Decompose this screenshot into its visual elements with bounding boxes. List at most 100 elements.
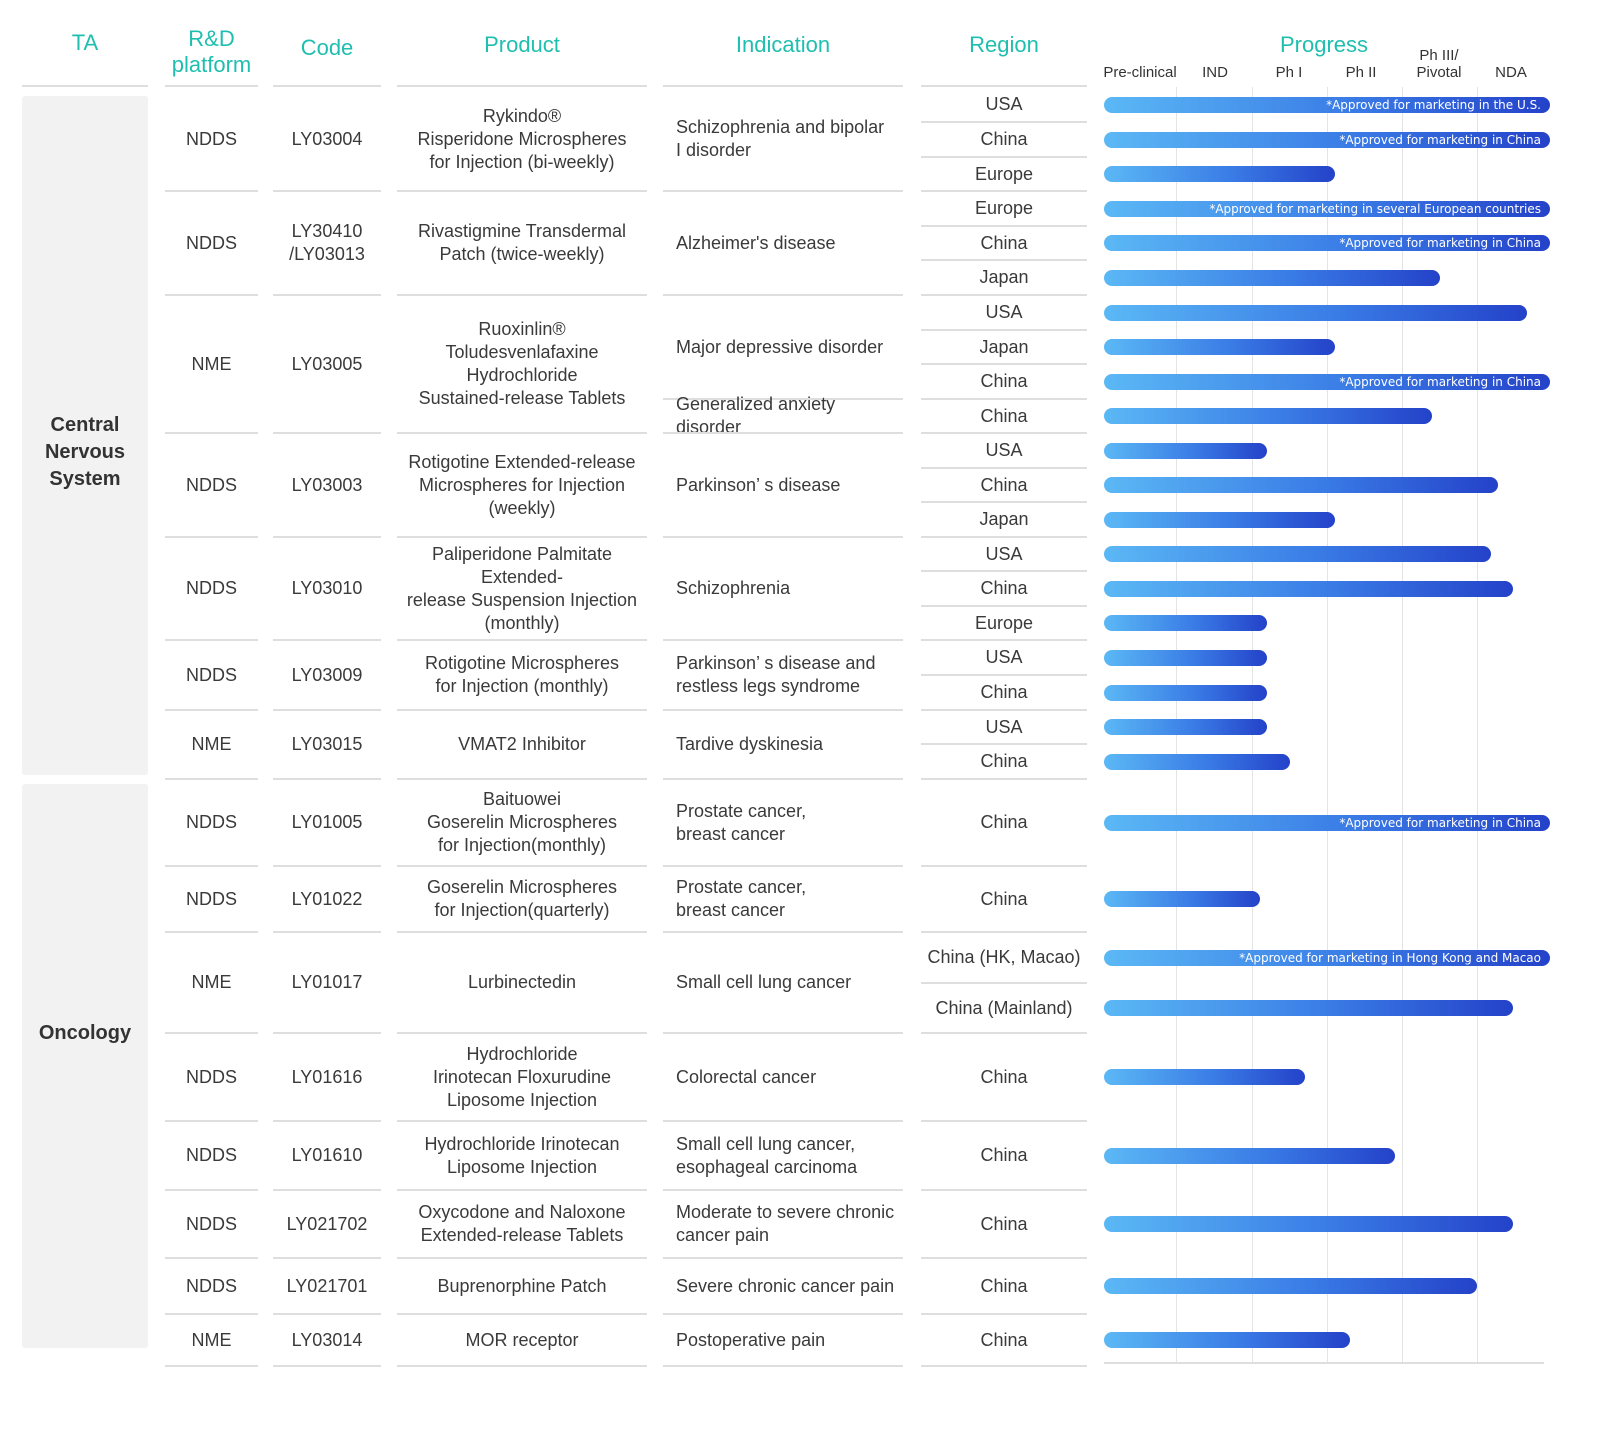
code-cell-text: LY03005: [291, 353, 363, 374]
row-divider: [921, 1257, 1087, 1259]
ta-block-oncology: [22, 784, 148, 1348]
row-divider: [273, 190, 381, 192]
code-cell-text: LY021701: [286, 1275, 368, 1296]
header-rule-product: [397, 85, 647, 87]
code-cell-text: LY03014: [291, 1329, 363, 1350]
row-divider: [165, 931, 258, 933]
row-divider: [921, 1313, 1087, 1315]
row-divider: [663, 1257, 903, 1259]
row-divider: [663, 536, 903, 538]
platform-cell-text: NME: [191, 1329, 232, 1350]
platform-cell: NDDS: [165, 1033, 258, 1121]
header-rule-indication: [663, 85, 903, 87]
indication-cell-text: Parkinson’ s disease and restless legs s…: [676, 653, 876, 696]
region-cell: China: [921, 399, 1087, 433]
row-divider: [397, 294, 647, 296]
row-divider: [921, 1032, 1087, 1034]
platform-cell-text: NDDS: [185, 664, 237, 685]
indication-cell-text: Alzheimer's disease: [676, 232, 836, 253]
progress-bar: [1104, 1000, 1513, 1016]
stage-label: NDA: [1495, 64, 1527, 81]
progress-bar: [1104, 753, 1290, 770]
header-indication: Indication: [735, 32, 831, 57]
row-divider: [663, 432, 903, 434]
row-divider: [663, 931, 903, 933]
progress-bar: [1104, 1278, 1477, 1294]
platform-cell: NDDS: [165, 87, 258, 191]
region-cell-text: China: [980, 812, 1028, 832]
progress-bar: *Approved for marketing in China: [1104, 235, 1550, 251]
row-divider: [165, 1189, 258, 1191]
region-cell-text: China: [980, 1213, 1028, 1234]
row-divider: [273, 1365, 381, 1367]
indication-cell-text: Prostate cancer, breast cancer: [676, 877, 807, 920]
platform-cell-text: NDDS: [185, 1213, 237, 1234]
product-cell-text: Rykindo® Risperidone Microspheres for In…: [417, 105, 627, 172]
code-cell-text: LY03015: [291, 734, 363, 754]
region-cell: China: [921, 675, 1087, 710]
product-cell-text: Paliperidone Palmitate Extended- release…: [406, 543, 638, 633]
region-cell-text: USA: [985, 647, 1023, 667]
progress-bar: [1104, 719, 1267, 735]
row-divider: [165, 778, 258, 780]
row-divider: [921, 982, 1087, 984]
indication-cell-text: Prostate cancer, breast cancer: [676, 800, 807, 844]
region-cell: USA: [921, 433, 1087, 468]
progress-bar: [1104, 649, 1267, 666]
progress-bar: [1104, 546, 1492, 562]
row-divider: [921, 570, 1087, 572]
region-cell-text: China (HK, Macao): [927, 947, 1081, 967]
header-rule-ta: [22, 85, 148, 87]
region-cell-text: USA: [985, 302, 1023, 322]
region-cell: China: [921, 571, 1087, 606]
platform-cell: NDDS: [165, 640, 258, 710]
product-cell-text: Goserelin Microspheres for Injection(qua…: [426, 877, 618, 920]
row-divider: [663, 1365, 903, 1367]
row-divider: [165, 865, 258, 867]
row-divider: [273, 1189, 381, 1191]
product-cell: Oxycodone and Naloxone Extended-release …: [397, 1190, 647, 1258]
region-cell-text: China: [980, 682, 1028, 702]
indication-cell: Tardive dyskinesia: [676, 710, 903, 779]
row-divider: [165, 639, 258, 641]
platform-cell-text: NDDS: [185, 578, 237, 598]
row-divider: [273, 294, 381, 296]
platform-cell: NME: [165, 932, 258, 1033]
row-divider: [165, 536, 258, 538]
row-divider: [273, 536, 381, 538]
product-cell: VMAT2 Inhibitor: [397, 710, 647, 779]
stage-label: IND: [1202, 64, 1228, 81]
region-cell-text: Europe: [974, 612, 1034, 633]
code-cell-text: LY01017: [291, 972, 363, 992]
row-divider: [165, 1120, 258, 1122]
header-rule-code: [273, 85, 381, 87]
region-cell: Europe: [921, 606, 1087, 640]
product-cell-text: Hydrochloride Irinotecan Floxurudine Lip…: [432, 1043, 612, 1110]
row-divider: [397, 536, 647, 538]
row-divider: [165, 190, 258, 192]
platform-cell-text: NDDS: [185, 1275, 237, 1296]
indication-cell-text: Severe chronic cancer pain: [676, 1275, 895, 1296]
row-divider: [273, 1257, 381, 1259]
row-divider: [663, 778, 903, 780]
progress-bar: *Approved for marketing in China: [1104, 814, 1550, 831]
product-cell: Buprenorphine Patch: [397, 1258, 647, 1314]
row-divider: [397, 1313, 647, 1315]
platform-cell: NDDS: [165, 1121, 258, 1190]
region-cell-text: China: [980, 405, 1028, 426]
region-cell-text: Europe: [974, 198, 1034, 218]
approval-note: *Approved for marketing in Hong Kong and…: [1239, 950, 1541, 965]
product-cell-text: MOR receptor: [465, 1329, 579, 1350]
code-cell-text: LY03010: [291, 578, 363, 598]
region-cell: China: [921, 1033, 1087, 1121]
region-cell-text: China: [980, 1275, 1028, 1296]
platform-cell-text: NDDS: [185, 128, 237, 149]
code-cell: LY03004: [273, 87, 381, 191]
code-cell: LY021702: [273, 1190, 381, 1258]
region-cell: China: [921, 122, 1087, 157]
region-cell: USA: [921, 295, 1087, 330]
indication-cell-text: Schizophrenia and bipolar I disorder: [676, 117, 885, 160]
indication-cell-text: Major depressive disorder: [676, 336, 884, 357]
platform-cell: NDDS: [165, 1258, 258, 1314]
row-divider: [397, 432, 647, 434]
